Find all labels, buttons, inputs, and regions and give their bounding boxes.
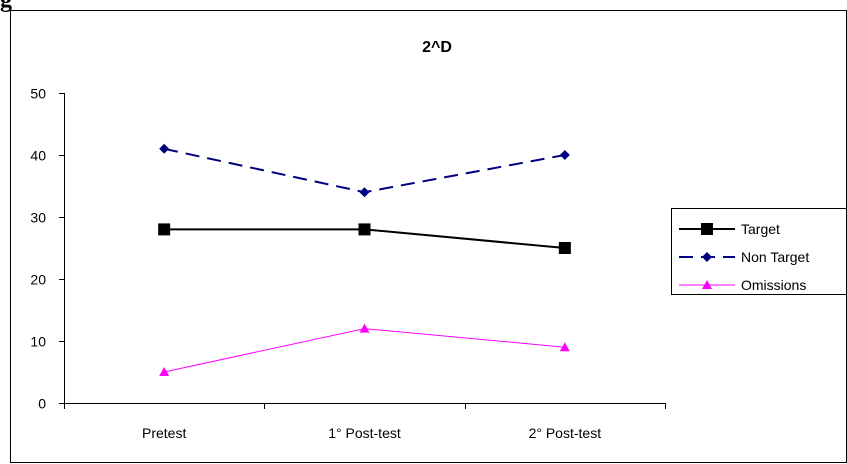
legend-label: Omissions bbox=[741, 277, 806, 293]
caption-fragment: g bbox=[0, 0, 12, 13]
series-omissions bbox=[159, 323, 570, 376]
x-tick-label: 2° Post-test bbox=[529, 425, 602, 441]
series-target bbox=[158, 223, 571, 254]
legend-marker bbox=[702, 252, 712, 262]
y-tick-label: 50 bbox=[30, 86, 46, 102]
data-point bbox=[558, 242, 571, 254]
y-tick-label: 40 bbox=[30, 148, 46, 164]
legend-label: Target bbox=[741, 221, 780, 237]
legend-label: Non Target bbox=[741, 249, 809, 265]
x-tick-label: 1° Post-test bbox=[328, 425, 401, 441]
y-tick-label: 0 bbox=[38, 396, 46, 412]
chart-title: 2^D bbox=[422, 39, 452, 56]
y-tick-label: 30 bbox=[30, 210, 46, 226]
legend-entry: Non Target bbox=[679, 249, 809, 265]
legend-marker bbox=[702, 280, 712, 289]
legend-entry: Target bbox=[679, 221, 780, 237]
data-point bbox=[559, 150, 570, 160]
data-point bbox=[559, 342, 570, 352]
data-point bbox=[359, 187, 370, 198]
axes: 0 10 20 30 40 50 Pretest 1° Post-test 2° Post-te… bbox=[30, 86, 666, 441]
legend-box bbox=[671, 208, 847, 295]
data-point bbox=[358, 223, 371, 236]
series-non-target bbox=[159, 143, 570, 198]
data-point bbox=[159, 367, 170, 376]
series-layer bbox=[158, 143, 571, 376]
legend-entry: Omissions bbox=[679, 277, 806, 293]
y-tick-label: 20 bbox=[30, 272, 46, 288]
data-point bbox=[359, 323, 370, 333]
data-point bbox=[159, 143, 170, 154]
x-tick-label: Pretest bbox=[142, 425, 186, 441]
legend-marker bbox=[701, 223, 713, 235]
legend: Target Non Target Omissions bbox=[671, 208, 847, 295]
y-tick-label: 10 bbox=[30, 334, 46, 350]
data-point bbox=[158, 223, 171, 236]
